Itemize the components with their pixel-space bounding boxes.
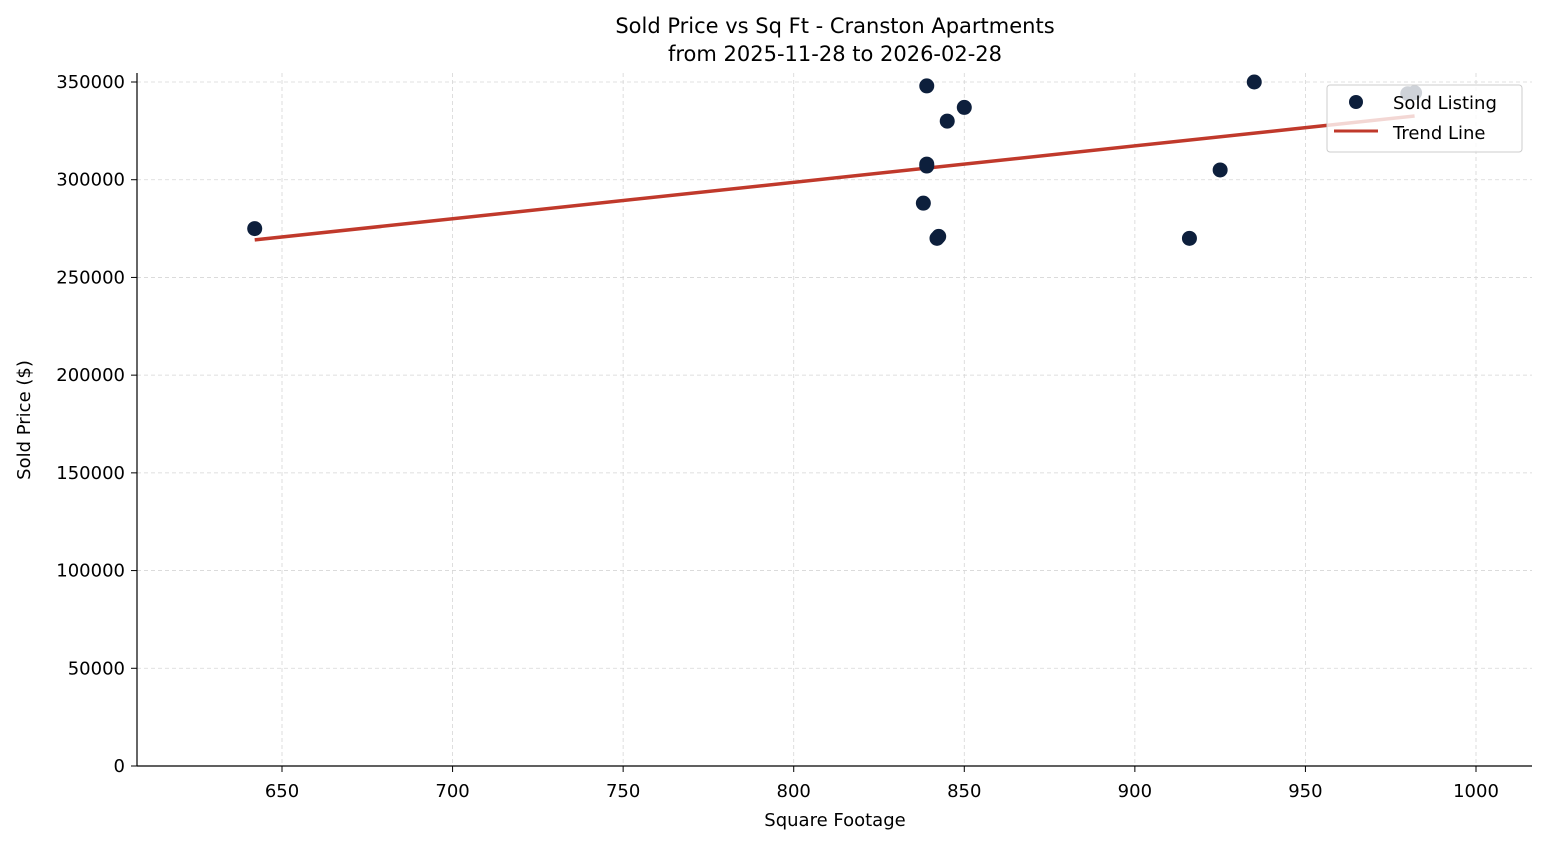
x-axis-label: Square Footage [764, 810, 905, 831]
legend-box [1326, 84, 1523, 153]
y-tick-label: 150000 [56, 463, 125, 484]
y-tick-label: 100000 [56, 561, 125, 582]
data-point [915, 195, 931, 211]
y-tick-label: 250000 [56, 267, 125, 288]
x-tick-label: 800 [777, 781, 811, 802]
x-tick-label: 700 [435, 781, 469, 802]
legend: Sold Listing Trend Line [1326, 84, 1523, 153]
x-tick-label: 750 [606, 781, 640, 802]
x-tick-label: 850 [947, 781, 981, 802]
data-point [939, 113, 955, 129]
x-tick-label: 950 [1288, 781, 1322, 802]
trend-line [254, 114, 1415, 242]
y-tick-label: 300000 [56, 170, 125, 191]
x-tick-label: 650 [265, 781, 299, 802]
data-point [931, 228, 947, 244]
legend-label-sold-listing: Sold Listing [1393, 93, 1497, 114]
chart-title: Sold Price vs Sq Ft - Cranston Apartment… [615, 14, 1054, 38]
grid [137, 73, 1532, 766]
y-axis-label: Sold Price ($) [14, 360, 35, 480]
plot-marks [247, 74, 1423, 246]
x-tick-label: 1000 [1453, 781, 1499, 802]
data-point [919, 158, 935, 174]
data-point [1246, 74, 1262, 90]
data-point [919, 78, 935, 94]
legend-label-trend-line: Trend Line [1392, 123, 1486, 144]
data-point [247, 221, 263, 237]
x-tick-label: 900 [1118, 781, 1152, 802]
data-point [956, 99, 972, 115]
y-tick-label: 200000 [56, 365, 125, 386]
chart-subtitle: from 2025-11-28 to 2026-02-28 [668, 42, 1002, 66]
data-point [1181, 230, 1197, 246]
axis-ticks: 650 700 750 800 850 900 950 1000 0 50000 100000 150… [56, 72, 1499, 802]
y-tick-label: 350000 [56, 72, 125, 93]
legend-marker-sold-listing [1349, 95, 1363, 109]
y-tick-label: 50000 [68, 658, 125, 679]
data-point [1212, 162, 1228, 178]
y-tick-label: 0 [114, 756, 125, 777]
